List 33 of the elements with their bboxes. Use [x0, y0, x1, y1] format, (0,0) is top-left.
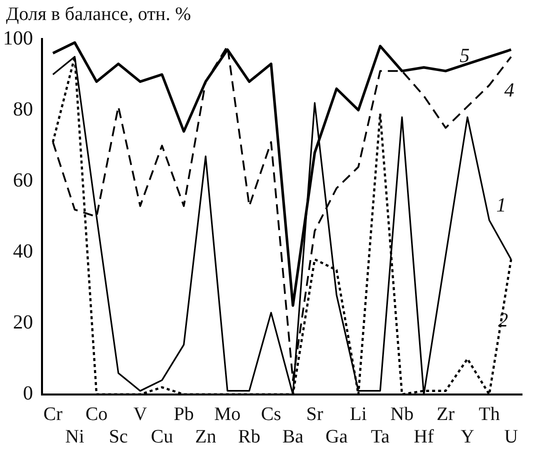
x-tick-label: Cr — [43, 404, 64, 425]
series-label: 2 — [498, 310, 508, 332]
x-tick-label: Sr — [306, 404, 324, 425]
y-tick-label: 0 — [23, 382, 33, 405]
series-label: 1 — [496, 194, 506, 217]
x-tick-label: Ba — [282, 426, 304, 448]
y-tick-label: 40 — [13, 240, 33, 262]
x-tick-label: Co — [85, 404, 108, 425]
x-tick-label: Hf — [414, 426, 435, 448]
x-tick-label: Ga — [325, 426, 348, 448]
y-axis-title: Доля в балансе, отн. % — [6, 4, 191, 26]
x-tick-label: U — [504, 426, 518, 448]
x-tick-label: Cu — [150, 426, 174, 448]
x-tick-label: Th — [478, 404, 500, 425]
x-tick-label: Zn — [195, 426, 217, 448]
x-tick-label: Sc — [108, 426, 128, 448]
series-label: 5 — [460, 45, 470, 68]
x-tick-label: Pb — [174, 404, 194, 425]
y-tick-label: 100 — [3, 27, 33, 50]
x-tick-label: Li — [350, 404, 367, 425]
x-tick-label: Ni — [65, 426, 84, 448]
x-tick-label: Rb — [238, 426, 260, 448]
y-tick-label: 80 — [13, 98, 33, 120]
x-tick-label: Ta — [370, 426, 390, 448]
x-tick-label: Cs — [261, 404, 282, 425]
y-tick-label: 20 — [13, 312, 33, 334]
series-label: 4 — [504, 79, 514, 102]
x-tick-label: V — [133, 404, 148, 425]
x-tick-label: Nb — [390, 404, 414, 425]
x-tick-label: Zr — [436, 404, 456, 425]
x-tick-label: Y — [460, 426, 475, 448]
x-tick-label: Mo — [214, 404, 241, 425]
y-tick-label: 60 — [13, 169, 33, 192]
